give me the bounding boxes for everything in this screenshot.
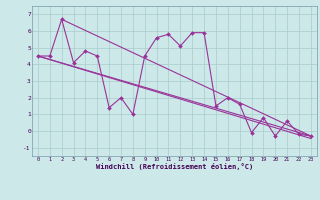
X-axis label: Windchill (Refroidissement éolien,°C): Windchill (Refroidissement éolien,°C) [96, 164, 253, 170]
